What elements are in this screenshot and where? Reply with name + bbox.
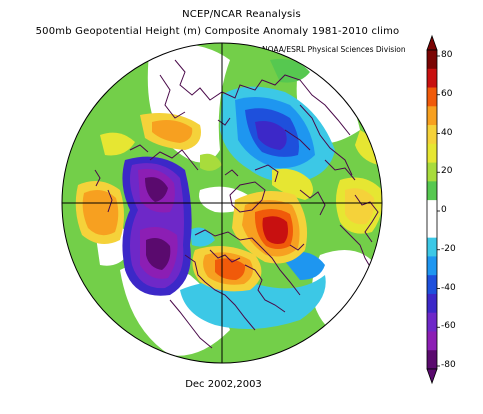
colorbar-segment <box>427 50 437 70</box>
colorbar-tick-label: 0 <box>441 205 447 215</box>
colorbar-segment <box>427 200 437 220</box>
colorbar-segment <box>427 331 437 351</box>
colorbar <box>426 34 440 385</box>
colorbar-segment <box>427 68 437 88</box>
positive-anomaly-west <box>75 181 124 244</box>
colorbar-segment <box>427 350 437 370</box>
colorbar-segment <box>427 181 437 201</box>
colorbar-tick-label: 40 <box>441 127 453 138</box>
colorbar-tick-label: 20 <box>441 166 453 177</box>
map-border <box>61 42 383 364</box>
colorbar-segment <box>427 237 437 257</box>
colorbar-segment <box>427 125 437 145</box>
colorbar-tick-label: -40 <box>441 282 456 293</box>
colorbar-segment <box>427 312 437 332</box>
meridian-lines <box>62 43 382 363</box>
colorbar-segment <box>427 256 437 276</box>
negative-anomaly-pacific <box>122 156 192 296</box>
map-subtitle: 500mb Geopotential Height (m) Composite … <box>35 26 400 37</box>
colorbar-segment <box>427 87 437 107</box>
colorbar-tick-label: 80 <box>441 50 453 60</box>
credit-label: NOAA/ESRL Physical Sciences Division <box>262 45 406 54</box>
positive-anomaly-small <box>200 58 379 171</box>
colorbar-min-arrow <box>426 368 438 385</box>
coastlines <box>94 59 379 349</box>
positive-anomaly-atlantic <box>232 191 308 264</box>
colorbar-tick-label: 60 <box>441 88 453 99</box>
colorbar-segment <box>427 275 437 295</box>
negative-anomaly-arctic <box>220 86 335 183</box>
colorbar-tick-label: -60 <box>441 321 456 332</box>
neutral-regions <box>95 43 380 356</box>
colorbar-segment <box>427 106 437 126</box>
colorbar-tick-label: -20 <box>441 243 456 254</box>
colorbar-max-arrow <box>426 34 438 51</box>
colorbar-segment <box>427 293 437 314</box>
positive-anomaly-continent <box>192 246 262 292</box>
colorbar-segment <box>427 162 437 182</box>
date-label: Dec 2002,2003 <box>185 379 262 390</box>
positive-anomaly-north <box>100 112 201 156</box>
colorbar-segment <box>427 218 437 239</box>
colorbar-segment <box>427 143 437 163</box>
map-title: NCEP/NCAR Reanalysis <box>182 9 301 20</box>
colorbar-tick-label: -80 <box>441 360 456 370</box>
